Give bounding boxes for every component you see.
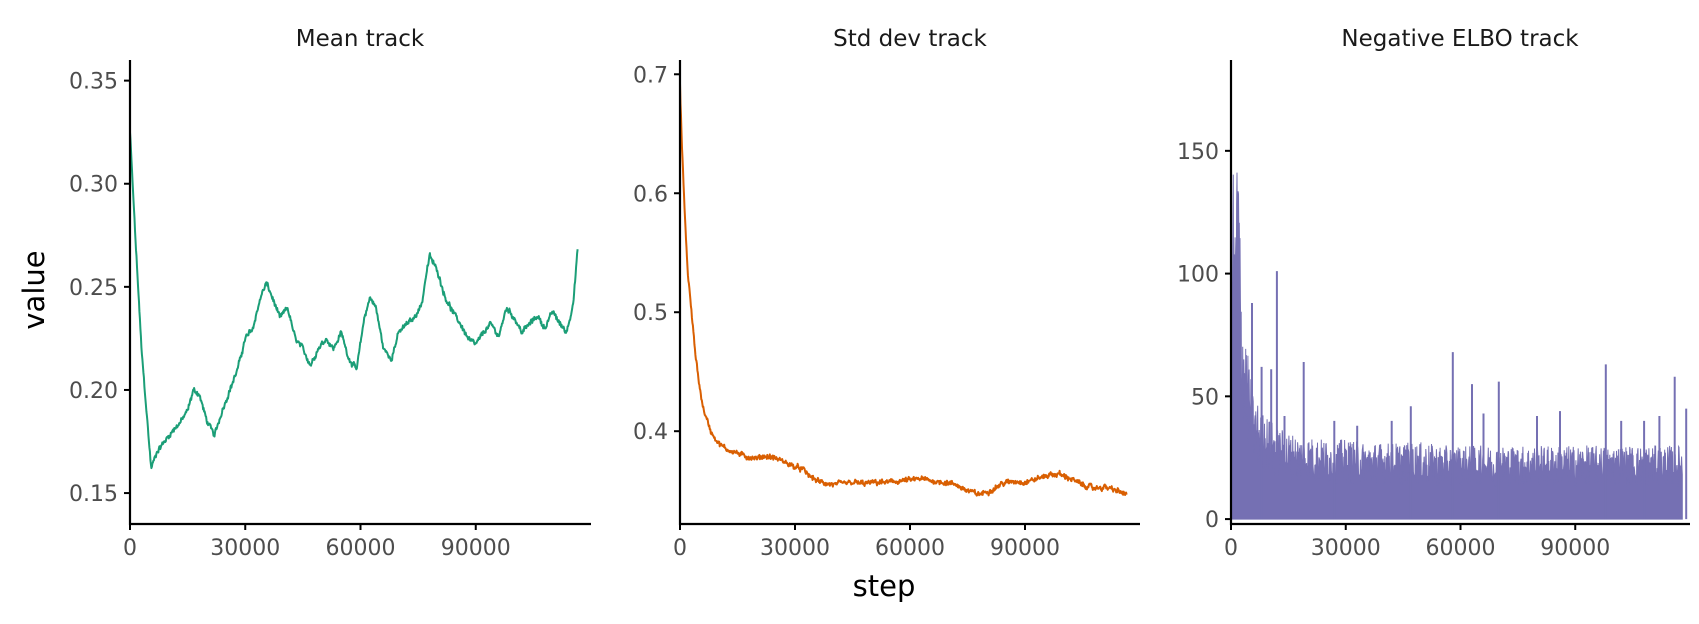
series-area <box>1230 111 1683 520</box>
plot-area <box>679 83 1128 497</box>
axis-lines <box>678 60 1140 526</box>
axes: 0 30000 60000 90000 0.4 0.5 0.6 0.7 <box>633 60 1140 561</box>
y-tick-label: 0.4 <box>633 420 668 445</box>
x-tick-label: 90000 <box>441 536 511 561</box>
series-line <box>679 83 1128 497</box>
series-line <box>129 132 579 470</box>
x-tick-label: 60000 <box>326 536 396 561</box>
x-tick-label: 90000 <box>1540 536 1610 561</box>
y-tick-label: 0.30 <box>69 173 118 198</box>
panel-title: Std dev track <box>833 26 987 52</box>
y-axis-title: value <box>17 250 51 329</box>
y-tick-label: 100 <box>1177 263 1219 288</box>
x-tick-label: 30000 <box>760 536 830 561</box>
x-tick-label: 0 <box>123 536 137 561</box>
y-tick-label: 0.15 <box>69 482 118 507</box>
panel-std-dev-track: Std dev track 0 30000 60000 900000.40.50.60… <box>633 26 1140 561</box>
y-tick-label: 0.20 <box>69 379 118 404</box>
x-tick-label: 60000 <box>1426 536 1496 561</box>
axes: 0 30000 60000 90000 0.15 0.20 0.25 0.30 0.35 <box>69 60 591 561</box>
x-tick-label: 30000 <box>210 536 280 561</box>
y-tick-label: 0.5 <box>633 301 668 326</box>
y-tick-label: 0.7 <box>633 63 668 88</box>
y-tick-label: 0.25 <box>69 276 118 301</box>
x-tick-label: 0 <box>673 536 687 561</box>
plot-area <box>1230 111 1688 520</box>
y-tick-label: 50 <box>1191 385 1219 410</box>
y-tick-label: 0.6 <box>633 182 668 207</box>
x-axis-title: step <box>853 569 916 603</box>
x-tick-label: 0 <box>1224 536 1238 561</box>
panel-negative-elbo-track: Negative ELBO track 0 30000 60000 90000 0 50 1… <box>1177 26 1690 561</box>
axes: 0 30000 60000 90000 0 50 100 150 <box>1177 60 1690 561</box>
y-tick-label: 0.35 <box>69 70 118 95</box>
panel-title: Mean track <box>296 26 425 52</box>
panel-title: Negative ELBO track <box>1341 26 1579 52</box>
axis-lines <box>128 60 591 526</box>
plot-area <box>129 132 579 470</box>
y-tick-label: 0 <box>1205 508 1219 533</box>
x-tick-label: 90000 <box>990 536 1060 561</box>
panel-mean-track: Mean track 0 30000 60000 900000.150.200.250… <box>69 26 591 561</box>
x-tick-label: 60000 <box>875 536 945 561</box>
y-tick-label: 150 <box>1177 140 1219 165</box>
x-tick-label: 30000 <box>1311 536 1381 561</box>
